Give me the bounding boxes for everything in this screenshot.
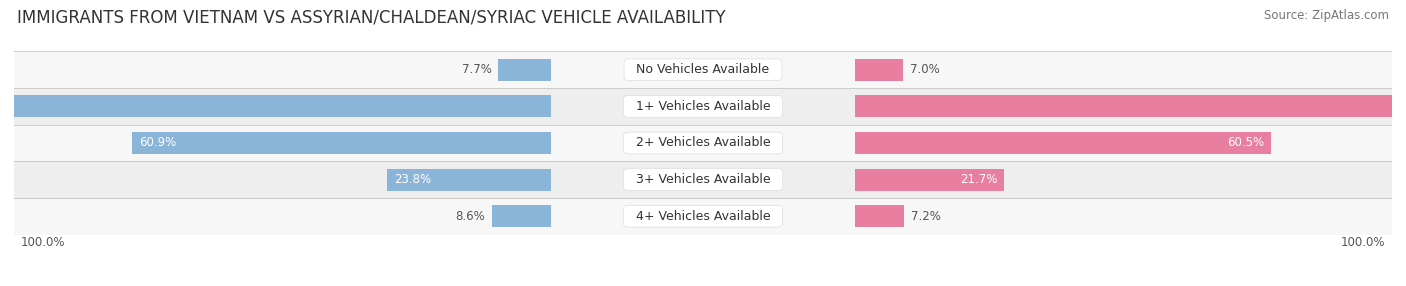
Bar	[14, 198, 1392, 235]
Bar	[492, 205, 551, 227]
Text: 21.7%: 21.7%	[960, 173, 997, 186]
Text: 60.5%: 60.5%	[1227, 136, 1264, 150]
Text: 100.0%: 100.0%	[1340, 236, 1385, 249]
Text: 100.0%: 100.0%	[21, 236, 66, 249]
Text: 1+ Vehicles Available: 1+ Vehicles Available	[627, 100, 779, 113]
Bar	[855, 205, 904, 227]
Bar	[0, 96, 551, 117]
Bar	[132, 132, 551, 154]
Bar	[855, 132, 1271, 154]
Text: 4+ Vehicles Available: 4+ Vehicles Available	[627, 210, 779, 223]
Text: 60.9%: 60.9%	[139, 136, 176, 150]
Text: 3+ Vehicles Available: 3+ Vehicles Available	[627, 173, 779, 186]
Bar	[855, 96, 1406, 117]
Bar	[14, 161, 1392, 198]
Text: 7.0%: 7.0%	[910, 63, 939, 76]
Text: 8.6%: 8.6%	[456, 210, 485, 223]
Text: No Vehicles Available: No Vehicles Available	[628, 63, 778, 76]
Bar	[14, 88, 1392, 125]
Bar	[388, 169, 551, 190]
Text: 2+ Vehicles Available: 2+ Vehicles Available	[627, 136, 779, 150]
Text: 23.8%: 23.8%	[394, 173, 432, 186]
Text: IMMIGRANTS FROM VIETNAM VS ASSYRIAN/CHALDEAN/SYRIAC VEHICLE AVAILABILITY: IMMIGRANTS FROM VIETNAM VS ASSYRIAN/CHAL…	[17, 9, 725, 27]
Text: Source: ZipAtlas.com: Source: ZipAtlas.com	[1264, 9, 1389, 21]
Bar	[855, 59, 903, 81]
Text: 7.2%: 7.2%	[911, 210, 941, 223]
Bar	[14, 125, 1392, 161]
Bar	[498, 59, 551, 81]
Bar	[855, 169, 1004, 190]
Bar	[14, 51, 1392, 88]
Text: 7.7%: 7.7%	[461, 63, 492, 76]
